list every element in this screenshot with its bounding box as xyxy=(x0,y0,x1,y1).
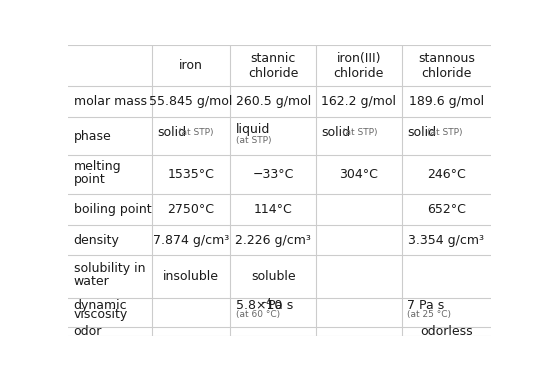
Text: −4: −4 xyxy=(260,298,271,307)
Text: 162.2 g/mol: 162.2 g/mol xyxy=(322,95,396,108)
Text: 189.6 g/mol: 189.6 g/mol xyxy=(409,95,484,108)
Text: Pa s: Pa s xyxy=(264,299,294,313)
Text: 246°C: 246°C xyxy=(427,168,466,181)
Text: 5.8×10: 5.8×10 xyxy=(236,299,282,313)
Text: phase: phase xyxy=(74,130,111,143)
Text: (at STP): (at STP) xyxy=(427,128,462,137)
Text: (at STP): (at STP) xyxy=(177,128,213,137)
Text: solid: solid xyxy=(407,126,436,139)
Text: 304°C: 304°C xyxy=(340,168,378,181)
Text: 114°C: 114°C xyxy=(254,203,293,216)
Text: stannous
chloride: stannous chloride xyxy=(418,52,475,80)
Text: 2.226 g/cm³: 2.226 g/cm³ xyxy=(235,233,311,247)
Text: iron(III)
chloride: iron(III) chloride xyxy=(334,52,384,80)
Text: (at 60 °C): (at 60 °C) xyxy=(236,310,280,319)
Text: water: water xyxy=(74,275,109,288)
Text: solid: solid xyxy=(157,126,187,139)
Text: boiling point: boiling point xyxy=(74,203,151,216)
Text: 55.845 g/mol: 55.845 g/mol xyxy=(150,95,233,108)
Text: 1535°C: 1535°C xyxy=(168,168,215,181)
Text: 7.874 g/cm³: 7.874 g/cm³ xyxy=(153,233,229,247)
Text: (at 25 °C): (at 25 °C) xyxy=(407,310,451,319)
Text: 260.5 g/mol: 260.5 g/mol xyxy=(236,95,311,108)
Text: dynamic: dynamic xyxy=(74,299,127,313)
Text: solid: solid xyxy=(322,126,351,139)
Text: 7 Pa s: 7 Pa s xyxy=(407,299,444,313)
Text: odor: odor xyxy=(74,325,102,338)
Text: 3.354 g/cm³: 3.354 g/cm³ xyxy=(408,233,484,247)
Text: soluble: soluble xyxy=(251,270,295,283)
Text: viscosity: viscosity xyxy=(74,308,128,321)
Text: −33°C: −33°C xyxy=(253,168,294,181)
Text: melting: melting xyxy=(74,160,121,173)
Text: (at STP): (at STP) xyxy=(236,136,271,145)
Text: molar mass: molar mass xyxy=(74,95,147,108)
Text: 2750°C: 2750°C xyxy=(168,203,215,216)
Text: point: point xyxy=(74,173,105,186)
Text: stannic
chloride: stannic chloride xyxy=(248,52,299,80)
Text: (at STP): (at STP) xyxy=(342,128,377,137)
Text: density: density xyxy=(74,233,120,247)
Text: insoluble: insoluble xyxy=(163,270,219,283)
Text: solubility in: solubility in xyxy=(74,262,145,275)
Text: liquid: liquid xyxy=(236,123,270,136)
Text: 652°C: 652°C xyxy=(427,203,466,216)
Text: iron: iron xyxy=(179,59,203,72)
Text: odorless: odorless xyxy=(420,325,473,338)
